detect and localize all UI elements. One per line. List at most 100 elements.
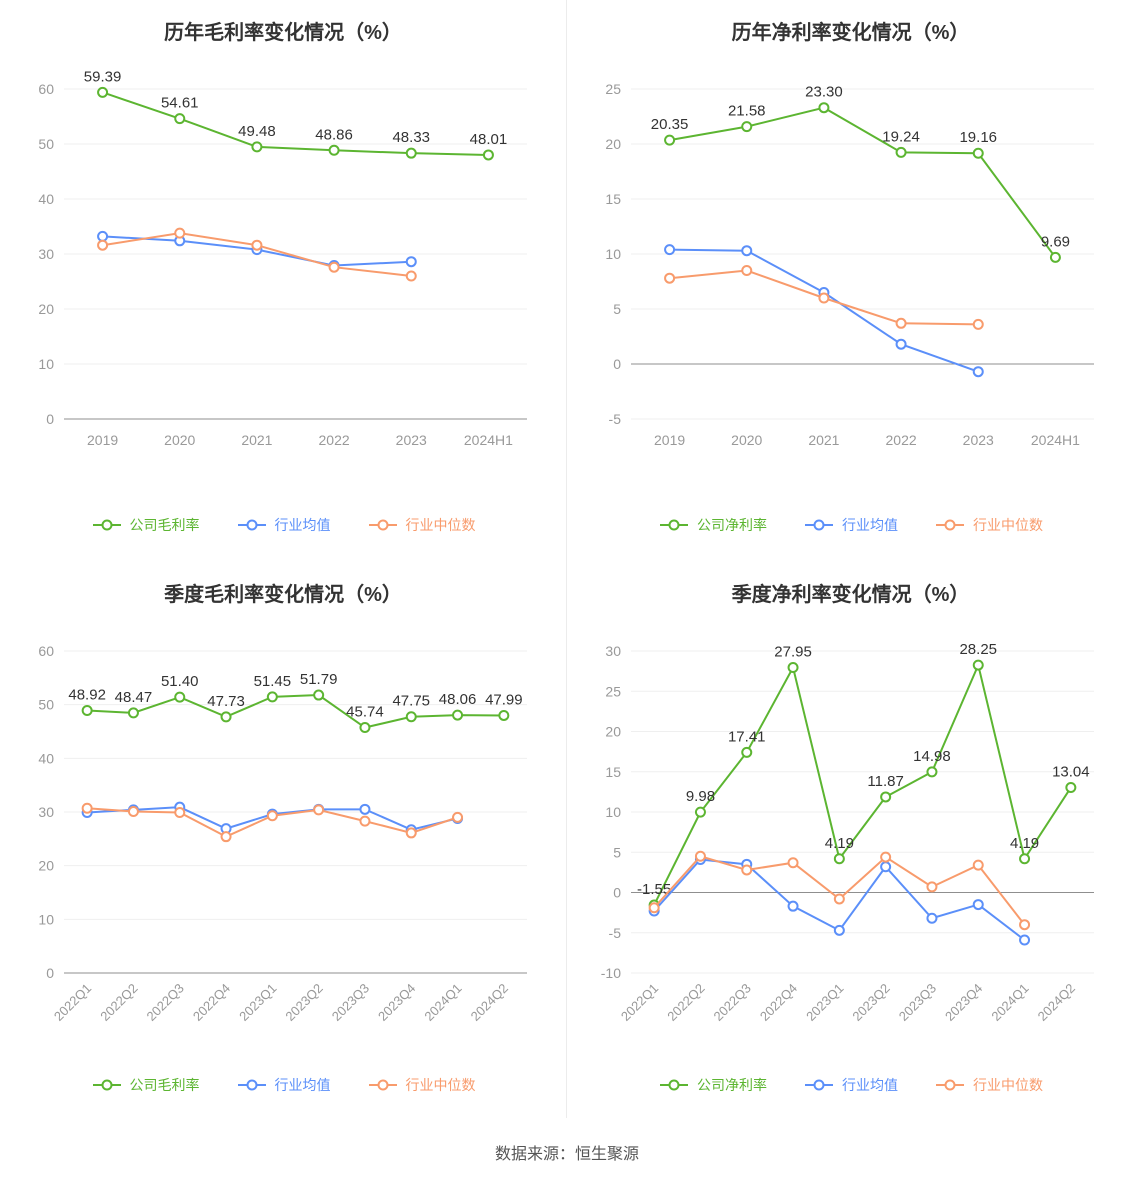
legend-item-industry-median[interactable]: 行业中位数 xyxy=(934,515,1043,535)
charts-row-bottom: 季度毛利率变化情况（%） 0 10 20 30 40 50 60 2022Q1 2022Q2 20… xyxy=(0,556,1134,1118)
svg-text:19.24: 19.24 xyxy=(882,128,920,145)
svg-text:2022Q1: 2022Q1 xyxy=(618,981,661,1024)
legend-item-industry-average[interactable]: 行业均值 xyxy=(236,1075,331,1095)
svg-text:-5: -5 xyxy=(609,411,622,427)
svg-text:15: 15 xyxy=(605,764,621,780)
svg-text:19.16: 19.16 xyxy=(959,129,997,146)
svg-text:2019: 2019 xyxy=(654,432,685,448)
svg-text:40: 40 xyxy=(38,750,54,766)
svg-text:28.25: 28.25 xyxy=(959,641,997,658)
legend-item-company-net-margin[interactable]: 公司净利率 xyxy=(658,1075,767,1095)
legend-item-industry-median[interactable]: 行业中位数 xyxy=(367,1075,476,1095)
legend-item-company-net-margin[interactable]: 公司净利率 xyxy=(658,515,767,535)
svg-text:10: 10 xyxy=(605,246,621,262)
line-marker-icon xyxy=(368,519,397,531)
svg-text:50: 50 xyxy=(38,697,54,713)
legend-item-industry-average[interactable]: 行业均值 xyxy=(803,1075,898,1095)
svg-text:2023Q3: 2023Q3 xyxy=(896,981,939,1024)
svg-text:2022Q1: 2022Q1 xyxy=(50,981,93,1024)
line-marker-icon xyxy=(92,1079,121,1091)
annual-net-margin-legend: 公司净利率 行业均值 行业中位数 xyxy=(567,515,1134,535)
svg-text:51.79: 51.79 xyxy=(299,671,337,688)
svg-text:51.40: 51.40 xyxy=(160,673,198,690)
svg-text:60: 60 xyxy=(38,81,54,97)
svg-text:20.35: 20.35 xyxy=(651,116,689,133)
line-marker-icon xyxy=(805,1079,833,1091)
svg-text:48.33: 48.33 xyxy=(392,129,430,146)
svg-text:48.47: 48.47 xyxy=(114,689,152,706)
line-marker-icon xyxy=(237,519,266,531)
svg-text:20: 20 xyxy=(605,724,621,740)
annual-gross-margin-panel: 历年毛利率变化情况（%） 0 10 20 30 40 50 60 2019 2020 2021 20… xyxy=(0,0,567,556)
svg-text:23.30: 23.30 xyxy=(805,84,843,101)
svg-text:2024H1: 2024H1 xyxy=(463,432,512,448)
svg-text:2023Q1: 2023Q1 xyxy=(236,981,279,1024)
legend-item-company-gross-margin[interactable]: 公司毛利率 xyxy=(91,515,200,535)
legend-item-company-gross-margin[interactable]: 公司毛利率 xyxy=(91,1075,200,1095)
svg-text:2023Q2: 2023Q2 xyxy=(282,981,325,1024)
svg-text:2021: 2021 xyxy=(808,432,839,448)
legend-label: 行业中位数 xyxy=(405,517,476,533)
svg-text:0: 0 xyxy=(613,356,621,372)
svg-text:30: 30 xyxy=(38,246,54,262)
line-marker-icon xyxy=(660,1079,688,1091)
svg-text:21.58: 21.58 xyxy=(728,103,766,120)
data-source-note: 数据来源：恒生聚源 xyxy=(494,1146,639,1163)
svg-text:25: 25 xyxy=(605,683,621,699)
annual-gross-margin-legend: 公司毛利率 行业均值 行业中位数 xyxy=(0,515,566,535)
line-marker-icon xyxy=(936,519,964,531)
svg-text:0: 0 xyxy=(613,885,621,901)
legend-item-industry-average[interactable]: 行业均值 xyxy=(236,515,331,535)
svg-text:51.45: 51.45 xyxy=(253,673,291,690)
quarterly-net-margin-panel: 季度净利率变化情况（%） -10 -5 0 5 10 15 20 25 30 2022Q1 2022… xyxy=(567,556,1134,1118)
svg-text:-10: -10 xyxy=(601,965,621,981)
legend-label: 行业中位数 xyxy=(973,1077,1043,1093)
svg-text:45.74: 45.74 xyxy=(346,704,384,721)
svg-text:2022Q3: 2022Q3 xyxy=(711,981,754,1024)
legend-label: 公司净利率 xyxy=(697,517,767,533)
svg-text:2022Q2: 2022Q2 xyxy=(664,981,707,1024)
svg-text:47.75: 47.75 xyxy=(392,693,430,710)
svg-text:-5: -5 xyxy=(609,925,622,941)
svg-text:11.87: 11.87 xyxy=(867,773,903,790)
svg-text:20: 20 xyxy=(38,858,54,874)
svg-text:30: 30 xyxy=(605,643,621,659)
svg-text:54.61: 54.61 xyxy=(160,95,198,112)
line-marker-icon xyxy=(936,1079,964,1091)
svg-text:48.01: 48.01 xyxy=(469,131,507,148)
svg-text:2024H1: 2024H1 xyxy=(1031,432,1080,448)
legend-label: 行业均值 xyxy=(274,517,331,533)
line-marker-icon xyxy=(92,519,121,531)
svg-text:27.95: 27.95 xyxy=(774,644,812,661)
annual-net-margin-title: 历年净利率变化情况（%） xyxy=(731,22,970,44)
legend-item-industry-median[interactable]: 行业中位数 xyxy=(934,1075,1043,1095)
legend-label: 行业中位数 xyxy=(973,517,1043,533)
svg-text:2022Q3: 2022Q3 xyxy=(143,981,186,1024)
svg-text:48.06: 48.06 xyxy=(438,691,476,708)
svg-text:9.98: 9.98 xyxy=(686,788,715,805)
svg-text:10: 10 xyxy=(38,911,54,927)
svg-text:48.92: 48.92 xyxy=(68,686,106,703)
line-marker-icon xyxy=(805,519,833,531)
svg-text:2020: 2020 xyxy=(164,432,195,448)
svg-text:2022: 2022 xyxy=(318,432,349,448)
quarterly-gross-margin-panel: 季度毛利率变化情况（%） 0 10 20 30 40 50 60 2022Q1 2022Q2 20… xyxy=(0,556,567,1118)
legend-label: 行业均值 xyxy=(842,517,898,533)
quarterly-gross-margin-title: 季度毛利率变化情况（%） xyxy=(164,584,402,606)
legend-label: 行业均值 xyxy=(842,1077,898,1093)
svg-text:30: 30 xyxy=(38,804,54,820)
svg-text:25: 25 xyxy=(605,81,621,97)
svg-text:2023: 2023 xyxy=(395,432,426,448)
legend-label: 公司毛利率 xyxy=(129,517,200,533)
legend-item-industry-average[interactable]: 行业均值 xyxy=(803,515,898,535)
legend-item-industry-median[interactable]: 行业中位数 xyxy=(367,515,476,535)
annual-net-margin-panel: 历年净利率变化情况（%） -5 0 5 10 15 20 25 2019 2020 2021 202… xyxy=(567,0,1134,556)
svg-text:4.19: 4.19 xyxy=(1010,835,1039,852)
svg-text:49.48: 49.48 xyxy=(238,123,276,140)
svg-text:-1.55: -1.55 xyxy=(637,881,671,898)
svg-text:10: 10 xyxy=(605,804,621,820)
svg-text:2022Q4: 2022Q4 xyxy=(757,981,800,1024)
svg-text:2023Q4: 2023Q4 xyxy=(942,981,985,1024)
svg-text:59.39: 59.39 xyxy=(83,68,121,85)
